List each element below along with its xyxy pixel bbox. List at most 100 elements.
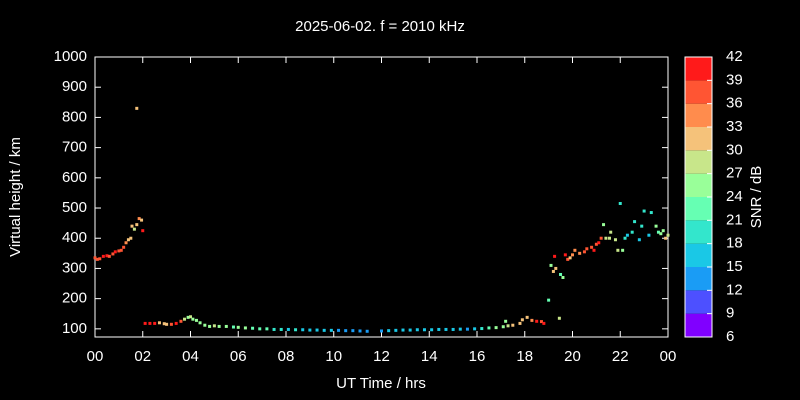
y-tick-label: 1000: [54, 48, 87, 65]
data-point: [107, 254, 111, 258]
data-point: [582, 250, 586, 254]
data-point: [594, 242, 598, 246]
x-tick-label: 12: [373, 348, 390, 365]
colorbar-band: [685, 267, 712, 291]
data-point: [358, 329, 362, 333]
data-point: [551, 269, 555, 273]
y-tick-label: 900: [62, 78, 87, 95]
data-point: [559, 272, 563, 276]
data-point: [597, 241, 601, 245]
data-point: [186, 315, 190, 319]
data-point: [613, 238, 617, 242]
y-tick-label: 400: [62, 229, 87, 246]
data-point: [549, 263, 553, 267]
data-point: [189, 315, 192, 319]
data-point: [609, 230, 613, 234]
x-tick-label: 22: [612, 348, 629, 365]
colorbar-band: [685, 57, 712, 81]
data-point: [183, 317, 187, 321]
data-point: [122, 245, 126, 249]
data-point: [329, 328, 333, 332]
data-point: [661, 229, 665, 233]
data-point: [224, 324, 228, 328]
colorbar-tick-label: 6: [726, 328, 734, 345]
y-tick-label: 600: [62, 169, 87, 186]
data-point: [401, 328, 405, 332]
data-point: [625, 233, 629, 237]
data-point: [415, 328, 419, 332]
data-point: [119, 248, 123, 252]
colorbar-band: [685, 290, 712, 314]
data-point: [101, 254, 105, 258]
data-point: [153, 321, 157, 325]
data-point: [294, 328, 298, 332]
data-point: [571, 253, 574, 257]
x-tick-label: 20: [564, 348, 581, 365]
data-point: [504, 319, 508, 323]
data-point: [465, 327, 469, 331]
y-tick-label: 100: [62, 320, 87, 337]
colorbar-label: SNR / dB: [748, 166, 765, 229]
data-point: [169, 322, 173, 326]
data-point: [458, 327, 462, 331]
x-tick-label: 06: [230, 348, 247, 365]
data-point: [618, 201, 622, 205]
colorbar-band: [685, 220, 712, 244]
data-point: [141, 229, 145, 233]
data-point: [194, 318, 198, 322]
data-point: [518, 321, 522, 325]
data-point: [279, 327, 283, 331]
data-point: [322, 328, 326, 332]
plot-frame: [94, 56, 669, 338]
data-point: [422, 328, 426, 332]
data-point: [608, 236, 612, 240]
data-point: [430, 328, 434, 332]
data-point: [590, 245, 594, 249]
data-point: [408, 328, 412, 332]
colorbar-band: [685, 197, 712, 221]
data-point: [157, 321, 161, 325]
data-point: [301, 328, 305, 332]
colorbar-band: [685, 173, 712, 197]
y-tick-label: 500: [62, 199, 87, 216]
colorbar-tick-label: 30: [726, 141, 743, 158]
y-tick-label: 300: [62, 259, 87, 276]
data-point: [561, 275, 565, 279]
colorbar-band: [685, 313, 712, 337]
data-point: [231, 325, 235, 329]
data-point: [135, 106, 139, 110]
data-point: [174, 321, 178, 325]
data-point: [637, 238, 641, 242]
data-point: [494, 326, 498, 330]
data-point: [585, 247, 589, 251]
data-point: [165, 322, 169, 326]
data-point: [480, 327, 484, 331]
y-tick-label: 700: [62, 139, 87, 156]
data-point: [602, 223, 606, 227]
data-point: [621, 248, 625, 252]
colorbar-tick-label: 33: [726, 118, 743, 135]
data-point: [506, 324, 510, 328]
data-point: [437, 327, 441, 331]
data-point: [308, 328, 312, 332]
data-point: [647, 233, 651, 237]
data-point: [148, 321, 152, 325]
colorbar-tick-label: 42: [726, 48, 743, 65]
x-tick-label: 08: [278, 348, 295, 365]
data-point: [124, 241, 128, 245]
data-point: [286, 327, 290, 331]
x-axis-label: UT Time / hrs: [336, 375, 426, 392]
data-point: [191, 317, 195, 321]
data-point: [351, 329, 355, 333]
data-point: [140, 218, 144, 222]
data-point: [387, 329, 391, 333]
data-point: [451, 327, 455, 331]
data-point: [542, 321, 546, 325]
data-point: [473, 327, 477, 331]
chart-title: 2025-06-02. f = 2010 kHz: [295, 18, 465, 35]
data-point: [203, 323, 207, 327]
data-point: [530, 318, 534, 322]
x-tick-label: 00: [660, 348, 677, 365]
